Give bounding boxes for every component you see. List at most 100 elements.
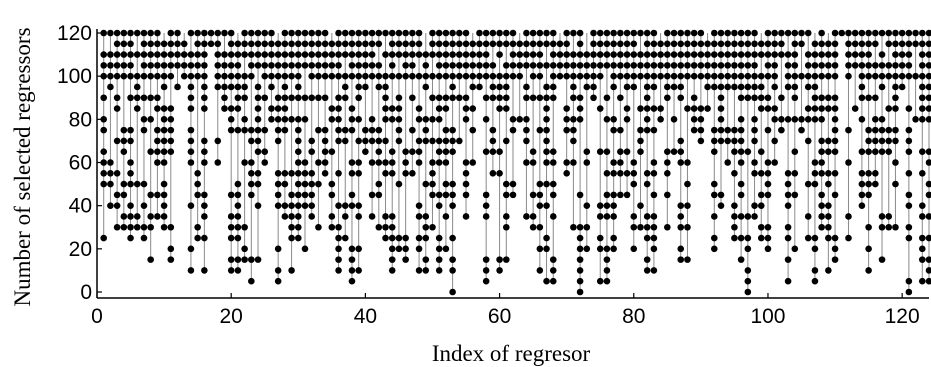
data-point [294, 62, 302, 69]
data-point [757, 234, 765, 242]
data-point [254, 94, 262, 102]
data-point [757, 105, 765, 112]
data-point [731, 137, 738, 145]
data-point [402, 62, 409, 69]
data-point [925, 159, 931, 166]
data-point [563, 116, 570, 123]
data-point [107, 169, 114, 177]
data-point [630, 72, 638, 80]
data-point [194, 169, 201, 177]
data-point [321, 137, 329, 145]
y-axis-ticks: 0 20 40 60 80 100 120 [57, 22, 102, 304]
data-point [872, 169, 879, 177]
data-point [677, 83, 685, 91]
data-point [751, 116, 758, 123]
data-point [160, 148, 168, 156]
data-point [415, 116, 423, 123]
data-point [885, 72, 893, 80]
data-point [831, 256, 839, 263]
data-point [697, 116, 705, 123]
data-point [704, 83, 711, 91]
data-point [851, 105, 859, 112]
data-point [268, 116, 275, 123]
data-point [603, 256, 611, 263]
data-point [549, 29, 557, 37]
data-point [737, 62, 745, 69]
data-point [918, 83, 926, 91]
data-point [154, 213, 161, 220]
data-point [643, 256, 651, 263]
data-point [717, 83, 725, 91]
data-point [388, 223, 396, 231]
data-point [905, 137, 913, 145]
data-point [274, 245, 282, 253]
data-point [388, 116, 396, 123]
data-point [429, 223, 436, 231]
data-point [905, 223, 913, 231]
data-point [167, 256, 175, 263]
data-point [167, 105, 175, 112]
data-point [167, 148, 175, 156]
data-point [583, 245, 591, 253]
data-point [744, 94, 752, 102]
data-point [160, 51, 168, 58]
data-point [865, 180, 872, 188]
data-point [764, 40, 772, 48]
data-point [435, 62, 443, 69]
data-point [784, 191, 792, 199]
data-point [100, 234, 108, 242]
data-point [127, 29, 134, 37]
x-tick-label: 120 [885, 305, 920, 328]
data-point [677, 245, 685, 253]
data-point [281, 72, 289, 80]
data-point [274, 126, 282, 134]
data-point [865, 62, 872, 69]
data-point [576, 245, 584, 253]
data-point [670, 83, 678, 91]
data-point [905, 191, 913, 199]
data-point [308, 51, 316, 58]
data-point [415, 159, 423, 166]
data-point [328, 105, 336, 112]
data-point [449, 72, 456, 80]
data-point [308, 213, 316, 220]
data-point [328, 180, 336, 188]
data-point [422, 234, 430, 242]
data-point [321, 159, 329, 166]
data-point [818, 72, 825, 80]
data-point [395, 72, 403, 80]
data-point [664, 40, 671, 48]
data-point [429, 40, 436, 48]
data-point [925, 94, 931, 102]
data-point [502, 137, 510, 145]
data-point [576, 288, 584, 296]
data-point [335, 105, 342, 112]
data-point [355, 51, 362, 58]
data-point [201, 72, 208, 80]
data-point [415, 148, 423, 156]
x-tick-label: 40 [354, 305, 377, 328]
data-point [898, 40, 906, 48]
data-point [878, 83, 886, 91]
data-point [737, 159, 745, 166]
data-point [308, 72, 316, 80]
data-point [744, 277, 752, 285]
data-point [523, 40, 530, 48]
data-point [918, 116, 926, 123]
data-point [268, 29, 275, 37]
data-point [294, 137, 302, 145]
data-point [395, 180, 403, 188]
data-point [201, 94, 208, 102]
data-point [335, 116, 342, 123]
data-point [710, 83, 718, 91]
data-point [556, 72, 564, 80]
data-point [925, 51, 931, 58]
data-point [771, 159, 778, 166]
data-point [690, 94, 698, 102]
data-point [241, 116, 248, 123]
data-point [818, 191, 825, 199]
data-point [140, 72, 148, 80]
data-point [496, 94, 503, 102]
data-point [764, 94, 772, 102]
data-point [442, 72, 450, 80]
